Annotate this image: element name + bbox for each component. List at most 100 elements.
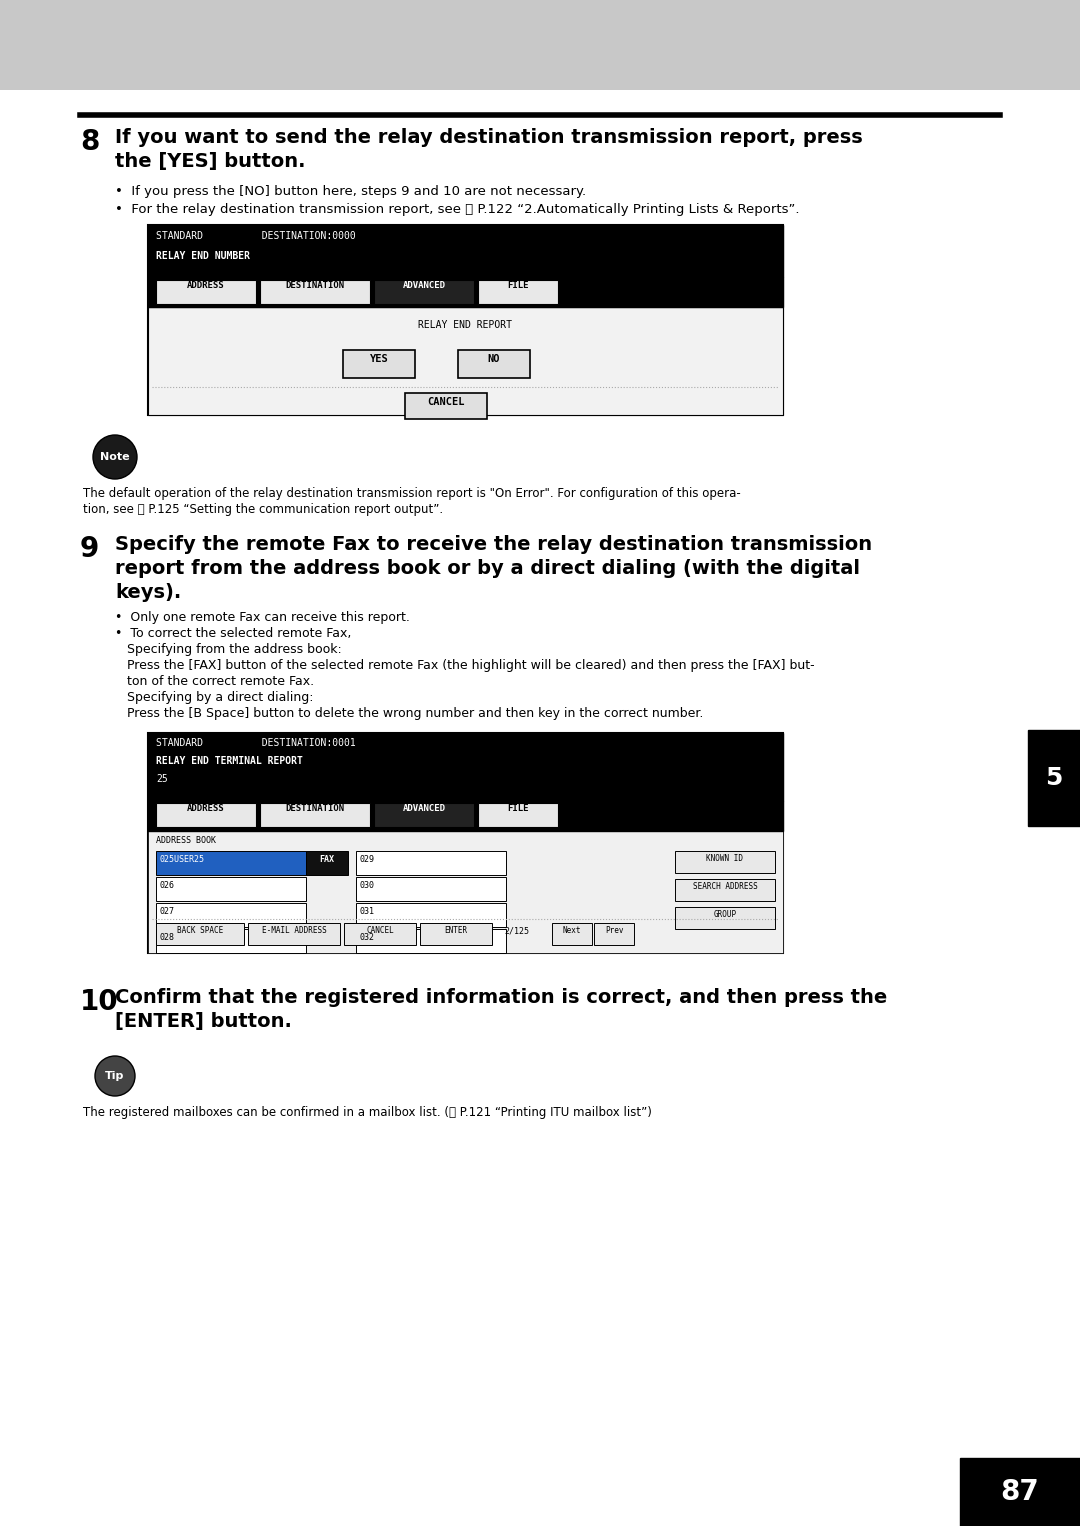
Text: Tip: Tip [106,1071,124,1080]
Bar [148,801,783,832]
Text: RELAY END NUMBER: RELAY END NUMBER [156,250,249,261]
Bar [148,732,783,801]
Text: ADDRESS: ADDRESS [187,281,225,290]
Text: SEARCH ADDRESS: SEARCH ADDRESS [692,882,757,891]
Bar [478,279,558,304]
Text: 031: 031 [360,906,375,916]
Text: FILE: FILE [508,281,529,290]
Text: 25: 25 [156,774,167,784]
Text: Specifying from the address book:: Specifying from the address book: [114,642,341,656]
Text: 10: 10 [80,987,119,1016]
Bar [156,929,306,954]
Bar [156,803,256,827]
Text: ADVANCED: ADVANCED [403,804,446,813]
Text: CANCEL: CANCEL [428,397,464,407]
Text: Note: Note [100,452,130,462]
Text: •  To correct the selected remote Fax,: • To correct the selected remote Fax, [114,627,351,639]
Bar [356,877,507,900]
Text: Confirm that the registered information is correct, and then press the: Confirm that the registered information … [114,987,888,1007]
Bar [478,803,558,827]
Text: •  If you press the [NO] button here, steps 9 and 10 are not necessary.: • If you press the [NO] button here, ste… [114,185,586,198]
Bar [356,903,507,926]
Bar [156,923,244,945]
Text: Specify the remote Fax to receive the relay destination transmission: Specify the remote Fax to receive the re… [114,536,873,554]
Bar [148,732,783,954]
Bar [552,923,592,945]
Text: The registered mailboxes can be confirmed in a mailbox list. (ⓥ P.121 “Printing : The registered mailboxes can be confirme… [83,1106,652,1119]
Bar [374,279,474,304]
Text: •  For the relay destination transmission report, see ⓥ P.122 “2.Automatically P: • For the relay destination transmission… [114,203,799,217]
Bar [260,803,370,827]
Text: •  Only one remote Fax can receive this report.: • Only one remote Fax can receive this r… [114,610,410,624]
Text: 026: 026 [160,881,175,890]
Text: ton of the correct remote Fax.: ton of the correct remote Fax. [114,674,314,688]
Text: Next: Next [563,926,581,935]
Bar [148,307,783,415]
Text: ADDRESS BOOK: ADDRESS BOOK [156,836,216,845]
Text: Prev: Prev [605,926,623,935]
Text: KNOWN ID: KNOWN ID [706,855,743,864]
Text: Press the [FAX] button of the selected remote Fax (the highlight will be cleared: Press the [FAX] button of the selected r… [114,659,814,671]
Bar [148,224,783,278]
Text: RELAY END TERMINAL REPORT: RELAY END TERMINAL REPORT [156,755,302,766]
Text: report from the address book or by a direct dialing (with the digital: report from the address book or by a dir… [114,559,860,578]
Text: YES: YES [369,354,389,365]
Text: tion, see ⓥ P.125 “Setting the communication report output”.: tion, see ⓥ P.125 “Setting the communica… [83,504,443,516]
Bar [260,279,370,304]
Bar [343,349,415,378]
Text: 028: 028 [160,932,175,942]
Text: E-MAIL ADDRESS: E-MAIL ADDRESS [261,926,326,935]
Text: RELAY END REPORT: RELAY END REPORT [418,320,512,330]
Bar [405,394,487,420]
Text: 9: 9 [80,536,99,563]
Text: 5: 5 [1045,766,1063,790]
Text: FILE: FILE [508,804,529,813]
Bar [420,923,492,945]
Bar [356,929,507,954]
Text: keys).: keys). [114,583,181,601]
Text: The default operation of the relay destination transmission report is "On Error": The default operation of the relay desti… [83,487,741,501]
Text: CANCEL: CANCEL [366,926,394,935]
Text: 032: 032 [360,932,375,942]
Bar [374,803,474,827]
Text: ADDRESS: ADDRESS [187,804,225,813]
Bar [345,923,416,945]
Bar [960,1457,1080,1526]
Bar [156,877,306,900]
Text: If you want to send the relay destination transmission report, press: If you want to send the relay destinatio… [114,128,863,146]
Text: ADVANCED: ADVANCED [403,281,446,290]
Text: NO: NO [488,354,500,365]
Text: DESTINATION: DESTINATION [285,804,345,813]
Text: Press the [B Space] button to delete the wrong number and then key in the correc: Press the [B Space] button to delete the… [114,707,703,720]
Text: STANDARD          DESTINATION:0000: STANDARD DESTINATION:0000 [156,230,355,241]
Bar [156,852,306,874]
Circle shape [95,1056,135,1096]
Text: 8: 8 [80,128,99,156]
Bar [148,832,783,954]
Text: 87: 87 [1001,1479,1039,1506]
Text: FAX: FAX [320,855,335,864]
Text: 029: 029 [360,855,375,864]
Bar [458,349,530,378]
Bar [1028,729,1080,826]
Bar [675,906,775,929]
Text: the [YES] button.: the [YES] button. [114,153,306,171]
Text: 027: 027 [160,906,175,916]
Text: Specifying by a direct dialing:: Specifying by a direct dialing: [114,691,313,703]
Bar [356,852,507,874]
Circle shape [93,435,137,479]
Bar [0,0,1080,90]
Text: GROUP: GROUP [714,909,737,919]
Text: [ENTER] button.: [ENTER] button. [114,1012,292,1032]
Bar [248,923,340,945]
Bar [148,224,783,415]
Bar [675,852,775,873]
Text: 030: 030 [360,881,375,890]
Bar [156,279,256,304]
Text: 025USER25: 025USER25 [160,855,205,864]
Text: ENTER: ENTER [445,926,468,935]
Text: STANDARD          DESTINATION:0001: STANDARD DESTINATION:0001 [156,739,355,748]
Text: 2/125: 2/125 [504,926,529,935]
Text: BACK SPACE: BACK SPACE [177,926,224,935]
Bar [156,903,306,926]
